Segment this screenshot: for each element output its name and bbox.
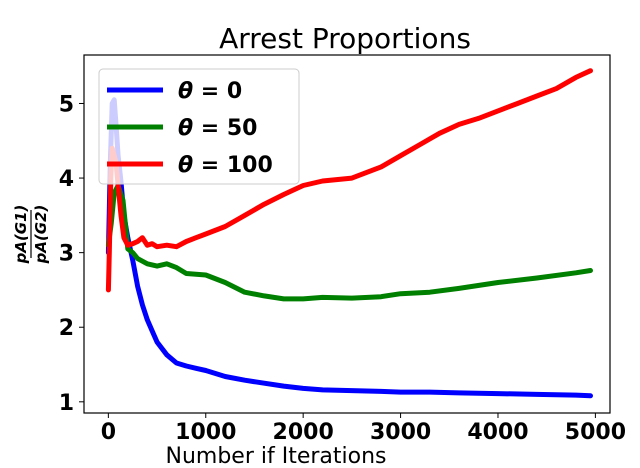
x-tick-label: 0 — [101, 420, 116, 445]
y-tick-label: 5 — [59, 92, 74, 117]
legend-label-1: θ = 50 — [178, 116, 258, 141]
y-tick-label: 3 — [59, 242, 74, 267]
y-tick-label: 2 — [59, 316, 74, 341]
x-axis-label: Number if Iterations — [166, 444, 387, 468]
x-tick-label: 2000 — [273, 420, 334, 445]
y-tick-label: 1 — [59, 391, 74, 416]
x-tick-label: 5000 — [565, 420, 626, 445]
legend: θ = 0 θ = 50 θ = 100 — [98, 68, 300, 185]
y-axis-label-numerator: pA(G1) — [12, 205, 30, 265]
x-tick-label: 1000 — [175, 420, 236, 445]
series-line-1 — [105, 183, 593, 302]
y-axis-label: pA(G1) pA(G2) — [12, 205, 50, 265]
x-ticks: 0 1000 2000 3000 4000 5000 — [101, 413, 626, 445]
y-axis-label-denominator: pA(G2) — [32, 205, 50, 265]
y-ticks: 1 2 3 4 5 — [59, 92, 84, 416]
legend-label-0: θ = 0 — [178, 79, 242, 104]
chart-title: Arrest Proportions — [219, 22, 471, 55]
y-tick-label: 4 — [59, 167, 74, 192]
y-axis-label-numerator-text: pA(G1) — [12, 205, 30, 265]
legend-entries: θ = 0 θ = 50 θ = 100 — [107, 79, 273, 178]
legend-label-2: θ = 100 — [178, 153, 273, 178]
plot-area: 0 1000 2000 3000 4000 5000 1 2 3 4 5 — [59, 54, 626, 445]
plot-frame — [83, 54, 611, 414]
x-tick-label: 4000 — [467, 420, 528, 445]
y-axis-label-denominator-text: pA(G2) — [32, 205, 50, 265]
series-line-2 — [105, 68, 593, 293]
legend-box — [98, 68, 300, 185]
x-tick-label: 3000 — [370, 420, 431, 445]
